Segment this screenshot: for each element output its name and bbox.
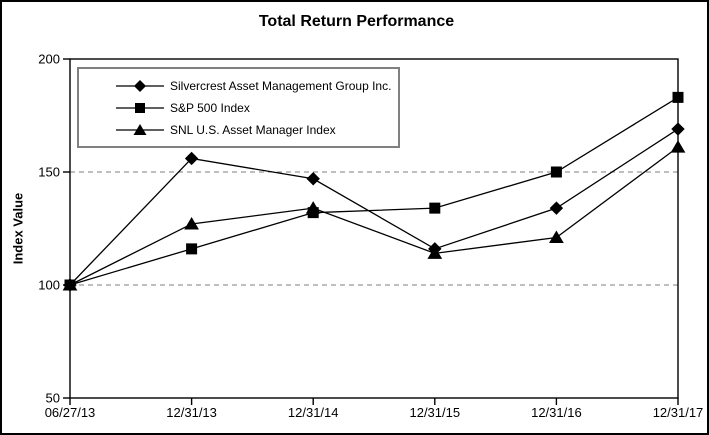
legend: Silvercrest Asset Management Group Inc. S…	[77, 67, 400, 148]
data-point-square-12/31/13	[186, 243, 198, 255]
data-point-square-12/31/16	[550, 166, 562, 178]
y-tick-label: 200	[38, 52, 60, 67]
data-point-square-12/31/17	[672, 91, 684, 103]
x-tick-label: 12/31/13	[166, 405, 217, 420]
x-tick-label: 12/31/16	[531, 405, 582, 420]
data-point-triangle-12/31/13	[184, 216, 199, 230]
data-point-diamond-12/31/13	[184, 151, 199, 166]
y-tick-label: 50	[46, 391, 60, 406]
triangle-series-icon	[116, 123, 164, 135]
legend-item: S&P 500 Index	[116, 101, 398, 115]
data-point-triangle-12/31/15	[427, 246, 443, 259]
diamond-series-icon	[116, 79, 164, 92]
legend-label: SNL U.S. Asset Manager Index	[170, 122, 336, 137]
data-point-square-12/31/14	[307, 207, 319, 219]
data-point-diamond-12/31/17	[671, 122, 685, 136]
x-tick-label: 12/31/15	[409, 405, 460, 420]
series-line-triangle	[69, 146, 679, 286]
legend-item: SNL U.S. Asset Manager Index	[116, 123, 398, 137]
data-point-square-12/31/15	[429, 202, 441, 214]
x-tick-label: 06/27/13	[45, 405, 96, 420]
series-line-square	[69, 96, 679, 286]
y-tick-label: 150	[38, 165, 60, 180]
x-tick-label: 12/31/17	[653, 405, 704, 420]
legend-label: Silvercrest Asset Management Group Inc.	[170, 78, 392, 93]
chart-title: Total Return Performance	[258, 13, 455, 30]
x-tick-label: 12/31/14	[288, 405, 339, 420]
data-point-triangle-12/31/17	[670, 140, 686, 153]
plot-border	[69, 58, 679, 399]
series-line-diamond	[69, 128, 679, 286]
data-point-square-06/27/13	[64, 279, 76, 291]
data-point-triangle-12/31/16	[549, 230, 564, 244]
y-tick-label: 100	[38, 278, 60, 293]
legend-label: S&P 500 Index	[170, 100, 250, 115]
data-point-diamond-12/31/14	[306, 172, 320, 186]
legend-item: Silvercrest Asset Management Group Inc.	[116, 79, 398, 93]
square-series-icon	[116, 102, 164, 113]
data-point-diamond-12/31/16	[549, 201, 564, 215]
